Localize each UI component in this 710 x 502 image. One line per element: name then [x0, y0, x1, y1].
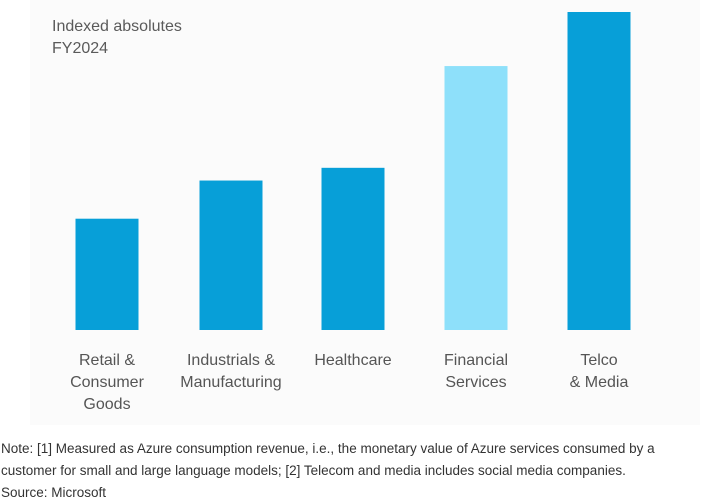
footnote-line-1: Note: [1] Measured as Azure consumption …: [1, 441, 655, 456]
bar-retail: [75, 218, 139, 330]
bar-telco: [567, 12, 631, 330]
source-line: Source: Microsoft: [1, 485, 107, 500]
bar-financial: [444, 66, 508, 330]
category-label-industrials: Industrials & Manufacturing: [180, 352, 282, 391]
chart-subtitle-line-2: FY2024: [52, 40, 109, 57]
footnote-line-2: customer for small and large language mo…: [1, 463, 626, 478]
category-label-financial: Financial Services: [443, 352, 509, 391]
bar-industrials: [199, 180, 263, 330]
category-label-healthcare: Healthcare: [314, 352, 392, 369]
chart-subtitle-line-1: Indexed absolutes: [52, 18, 182, 35]
bar-healthcare: [321, 167, 385, 330]
category-label-retail: Retail & Consumer Goods: [70, 352, 144, 413]
category-label-telco: Telco & Media: [569, 352, 629, 391]
